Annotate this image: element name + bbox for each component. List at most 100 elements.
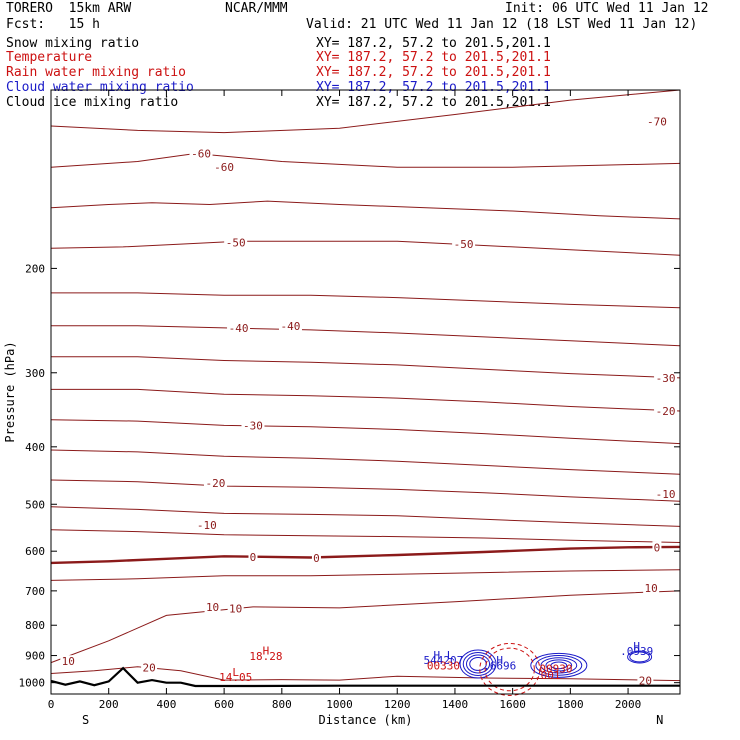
contour-label-bg-19 [60,655,77,668]
organization-label: NCAR/MMM [225,1,288,16]
field-name-cloud-ice: Cloud ice mixing ratio [6,95,179,110]
annotation-0: H [263,644,270,657]
contour-label-bg-1 [189,147,213,160]
y-axis-title: Pressure (hPa) [3,341,17,442]
hydrometeor-contour-0-1 [462,652,494,676]
y-tick-label-1000: 1000 [19,677,46,690]
hydrometeor-contour-3-1 [629,651,650,663]
hydrometeor-contour-2-1 [484,647,535,692]
hydrometeor-contour-0-2 [466,654,491,674]
annotation-7: H [496,654,503,667]
annotation-11: H [633,640,640,653]
temperature-contour--10-11 [50,506,681,527]
temperature-contour--50-3 [50,240,681,256]
contour-label-18: 10 [645,582,658,595]
temperature-contour--40-5 [51,325,681,347]
contour-label-bg-9 [203,476,227,489]
init-time: Init: 06 UTC Wed 11 Jan 12 [505,1,709,16]
y-tick-label-900: 900 [25,650,45,663]
contour-label-2: -70 [647,115,667,128]
contour-label-bg-14 [311,551,321,564]
x-tick-label-0: 0 [48,698,55,711]
annotation-4: H L [433,649,453,662]
contour-label-13: 0 [250,551,257,564]
y-tick-label-200: 200 [25,262,45,275]
north-label: N [656,713,663,727]
x-tick-label-200: 200 [99,698,119,711]
contour-label-bg-16 [204,601,221,614]
annotation-2: L [232,666,239,679]
field-name-rain: Rain water mixing ratio [6,65,187,80]
contour-label-bg-15 [652,541,662,554]
contour-label-bg-4 [452,238,476,251]
hydrometeor-contour-1-3 [545,659,573,672]
x-tick-label-1000: 1000 [326,698,353,711]
temperature-contour--50-4 [51,292,681,309]
y-tick-label-800: 800 [25,619,45,632]
axes-layer: 0 200 400 600 800 1000 1200 1400 1600 1800 2000200… [3,90,680,727]
contour-label-17: 10 [229,603,242,616]
x-axis-title: Distance (km) [319,713,413,727]
temperature-contour-layer [50,89,681,682]
contour-label-7: -30 [243,419,263,432]
terrain-line [50,666,680,688]
contour-label-bg-8 [654,371,678,384]
contour-label-3: -50 [226,237,246,250]
contour-label-bg-10 [654,404,678,417]
contour-label-1: -60 [191,148,211,161]
field-xy-temperature: XY= 187.2, 57.2 to 201.5,201.1 [316,50,551,65]
hydrometeor-contour-2-0 [479,642,541,696]
contour-label-bg-13 [248,551,258,564]
plot-frame [50,89,681,695]
contour-label-bg-5 [227,321,251,334]
x-tick-label-1400: 1400 [442,698,469,711]
temperature-contour-0-13 [50,545,681,565]
hydrometeor-contour-layer [459,642,653,696]
terrain-layer [50,666,680,688]
field-xy-snow: XY= 187.2, 57.2 to 201.5,201.1 [316,36,551,51]
contour-label-bg-7 [241,419,265,432]
temperature-contour-10-14 [50,569,681,581]
contour-label-20: 20 [142,661,155,674]
field-name-temperature: Temperature [6,50,93,65]
contour-label-10: -20 [656,405,676,418]
contour-label-bg-20 [141,661,158,674]
temperature-contour--70-0 [50,89,681,134]
temperature-contour--60-2 [50,200,681,220]
contour-label-bg-17 [227,602,244,615]
annotation-10: .001 [534,669,561,682]
annotation-5: 544207 [424,654,464,667]
temperature-contour--20-9 [50,449,681,475]
contour-label-bg-0 [212,161,236,174]
contour-label-bg-2 [645,115,669,128]
x-tick-label-1800: 1800 [557,698,584,711]
contour-label-19: 10 [62,655,75,668]
model-title: TORERO 15km ARW [6,1,132,16]
temperature-contour-10-15 [50,590,681,664]
forecast-hour: Fcst: 15 h [6,17,100,32]
hydrometeor-contour-1-4 [550,661,568,670]
x-tick-label-2000: 2000 [615,698,642,711]
annotation-6: 00330 [427,659,460,672]
hydrometeor-contour-1-0 [530,652,588,678]
hydrometeor-contour-1-1 [535,655,583,676]
field-xy-cloud-ice: XY= 187.2, 57.2 to 201.5,201.1 [316,95,551,110]
annotation-9: 00930 [539,663,572,676]
contour-label-9: -20 [206,477,226,490]
contour-label-12: -10 [656,488,676,501]
y-tick-label-500: 500 [25,498,45,511]
annotation-12: .0939 [620,645,653,658]
temperature-contour--10-12 [50,529,681,543]
contour-label-15: 0 [654,541,661,554]
contour-label-bg-11 [195,519,219,532]
annotation-3: 14.05 [219,671,252,684]
field-xy-cloud-water: XY= 187.2, 57.2 to 201.5,201.1 [316,80,551,95]
contour-label-bg-12 [654,487,678,500]
field-xy-rain: XY= 187.2, 57.2 to 201.5,201.1 [316,65,551,80]
temperature-contour--20-10 [50,479,681,502]
contour-label-bg-18 [643,581,660,594]
hydrometeor-contour-1-2 [540,657,578,674]
annotation-8: .6696 [483,659,516,672]
